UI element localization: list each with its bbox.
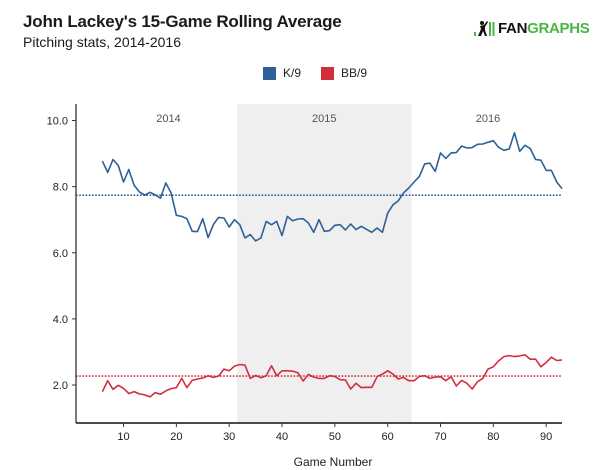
legend-swatch-bb9 — [321, 66, 334, 80]
logo-text-fan: FAN — [498, 19, 528, 37]
series-line-bb9 — [101, 354, 563, 398]
legend-label-bb9: BB/9 — [341, 66, 368, 80]
x-tick-label: 60 — [382, 431, 394, 443]
season-label-2014: 2014 — [156, 113, 180, 125]
x-tick-label: 90 — [540, 431, 552, 443]
x-tick-label: 30 — [223, 431, 235, 443]
legend-label-k9: K/9 — [282, 66, 301, 80]
series-line-k9 — [101, 132, 563, 242]
legend-swatch-k9 — [262, 66, 276, 80]
y-tick-label: 8.0 — [53, 182, 68, 194]
x-tick-label: 20 — [170, 431, 182, 443]
x-tick-label: 40 — [276, 431, 288, 443]
chart-legend: K/9 BB/9 — [0, 66, 600, 80]
y-tick-label: 10.0 — [47, 116, 68, 128]
logo-text-graphs: GRAPHS — [527, 19, 590, 37]
batter-icon — [474, 21, 495, 36]
x-tick-label: 70 — [434, 431, 446, 443]
x-tick-label: 50 — [329, 431, 341, 443]
y-tick-label: 6.0 — [53, 248, 68, 260]
chart-title: John Lackey's 15-Game Rolling Average — [23, 12, 342, 31]
season-label-2015: 2015 — [312, 113, 336, 125]
chart-subtitle: Pitching stats, 2014-2016 — [23, 34, 181, 50]
season-label-2016: 2016 — [476, 113, 500, 125]
shaded-region-2015 — [237, 104, 412, 423]
x-tick-label: 10 — [117, 431, 129, 443]
legend-item-k9[interactable]: K/9 — [262, 66, 301, 80]
y-tick-label: 2.0 — [53, 380, 68, 392]
fangraphs-logo[interactable]: FAN GRAPHS — [474, 19, 590, 37]
x-tick-label: 80 — [487, 431, 499, 443]
legend-item-bb9[interactable]: BB/9 — [321, 66, 367, 80]
x-axis-label: Game Number — [294, 455, 373, 469]
y-tick-label: 4.0 — [53, 314, 68, 326]
